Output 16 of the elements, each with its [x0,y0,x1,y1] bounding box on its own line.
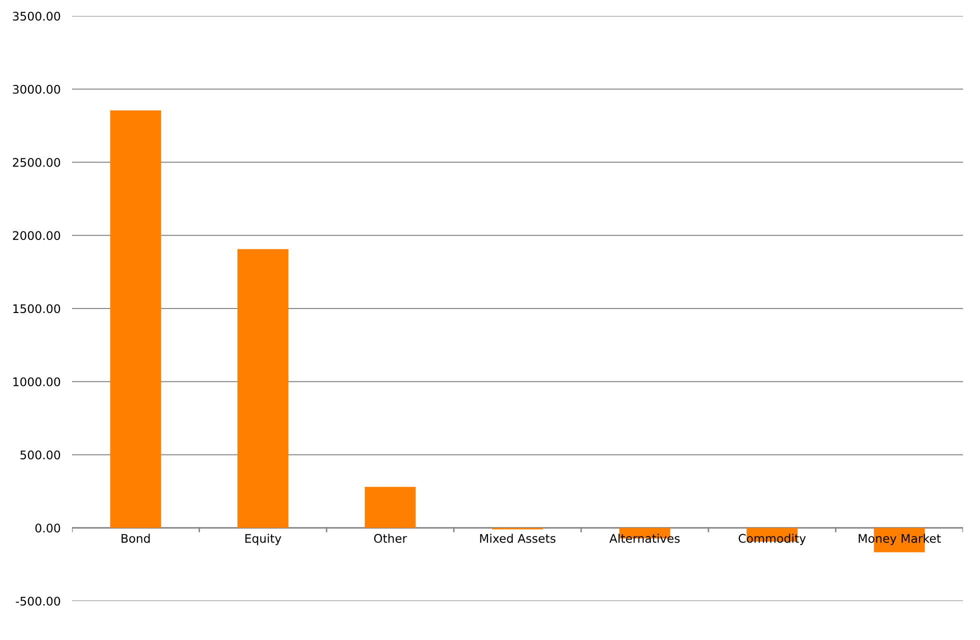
y-tick-label: 2000.00 [12,231,60,240]
y-tick-label: 1500.00 [13,304,60,314]
y-tick-label: 3500.00 [12,12,60,21]
bar [110,110,162,528]
y-tick-label: 3000.00 [12,84,60,94]
y-tick-label: 1000.00 [13,377,60,386]
x-tick-label: Equity [245,534,282,546]
y-tick-label: 2500.00 [12,158,60,167]
bar [364,486,416,528]
x-tick-label: Mixed Assets [480,534,556,543]
x-tick-label: Bond [122,534,150,543]
y-tick-label: 0.00 [35,524,60,533]
y-tick-label: -500.00 [16,596,60,606]
x-tick-label: Other [374,534,407,543]
bar [237,249,288,528]
y-tick-label: 500.00 [20,450,60,460]
